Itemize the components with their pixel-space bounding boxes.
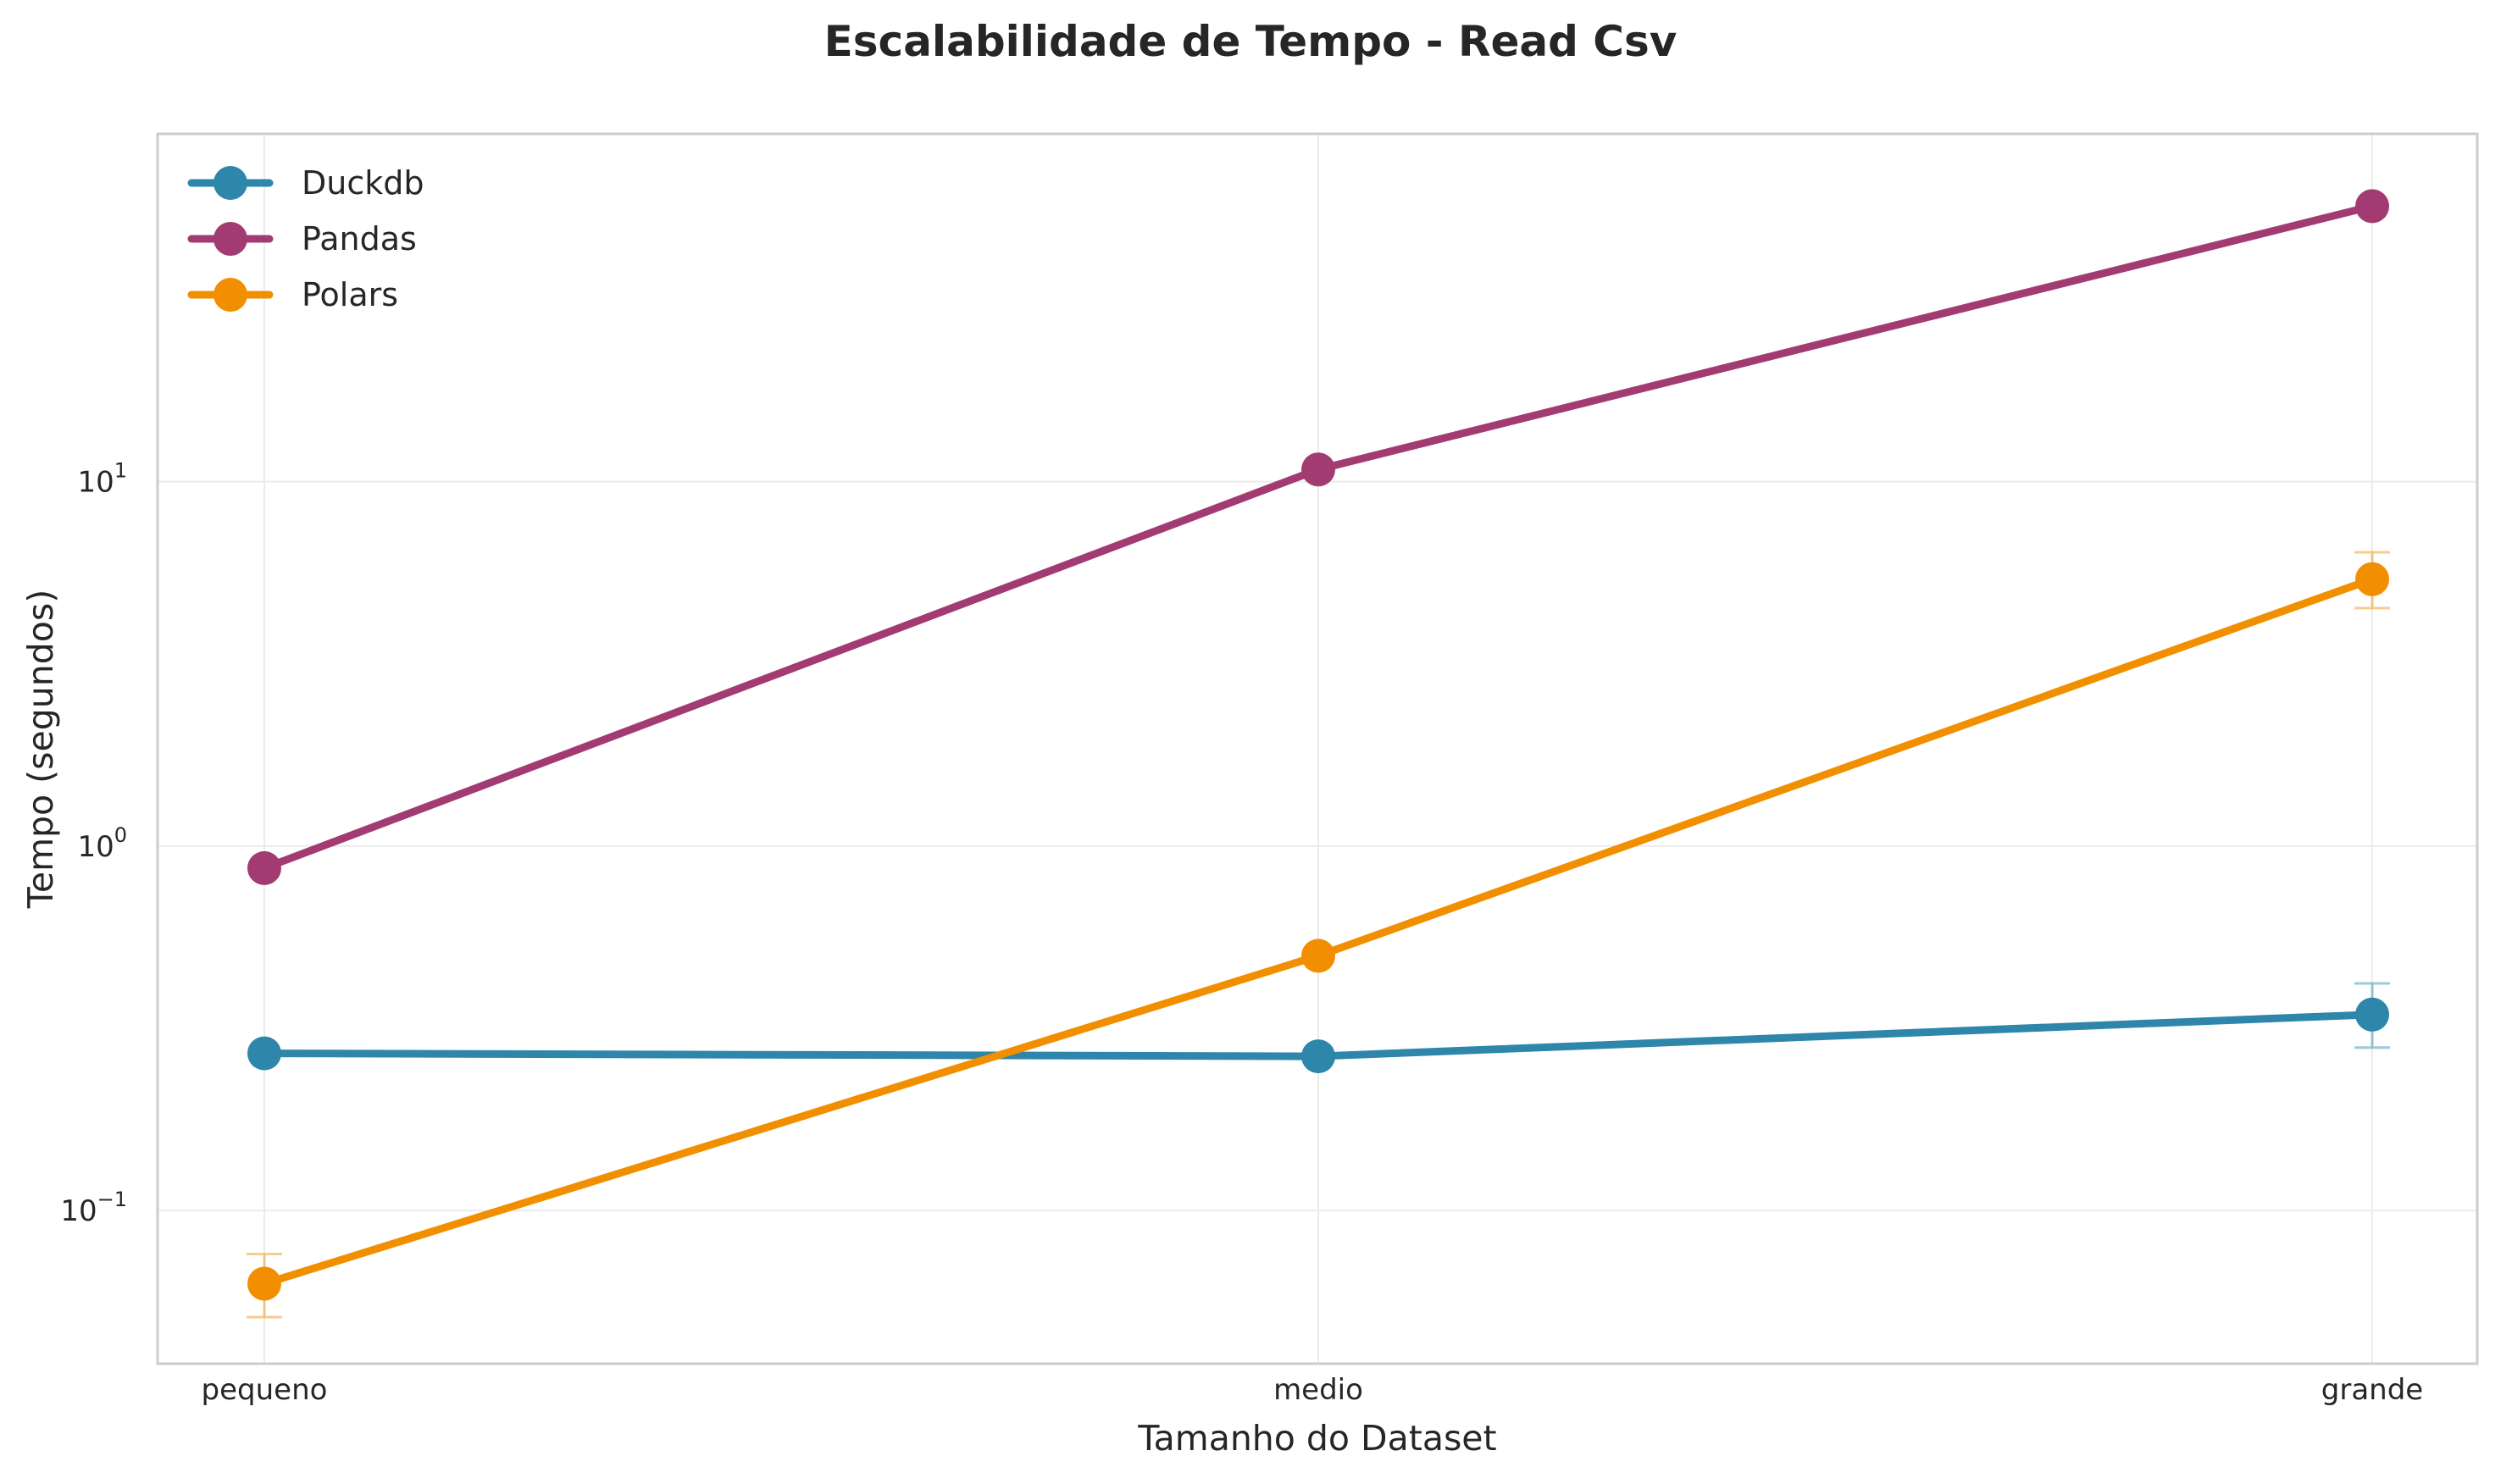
data-point-polars [2355,562,2389,596]
chart-title: Escalabilidade de Tempo - Read Csv [824,17,1678,66]
data-point-pandas [1301,452,1335,487]
legend-label-pandas: Pandas [302,220,417,257]
legend-item-polars: Polars [187,276,398,313]
series-duckdb [247,982,2390,1074]
legend-marker-pandas [214,222,247,256]
data-point-polars [1301,939,1335,973]
y-tick-label: 10−1 [60,1188,127,1228]
legend-marker-polars [214,278,247,312]
data-point-pandas [2355,189,2389,224]
legend-label-polars: Polars [302,276,398,313]
data-point-duckdb [2355,997,2389,1032]
data-point-duckdb [247,1036,281,1071]
series-polars [247,551,2390,1319]
series-layer [247,189,2390,1319]
data-point-pandas [247,850,281,885]
y-axis-ticks: 10−1 100 101 [60,459,127,1229]
data-point-duckdb [1301,1039,1335,1074]
legend-label-duckdb: Duckdb [302,164,424,202]
x-axis-label: Tamanho do Dataset [1137,1418,1496,1459]
series-pandas [247,189,2389,885]
legend-marker-duckdb [214,166,247,200]
y-axis-label: Tempo (segundos) [20,590,61,909]
grid-lines [158,134,2477,1364]
y-tick-label: 100 [77,823,127,864]
x-tick-label: grande [2321,1373,2423,1407]
x-tick-label: medio [1273,1373,1363,1407]
plot-frame [156,132,2479,1365]
x-axis-ticks: pequeno medio grande [202,1373,2424,1407]
data-point-polars [247,1266,281,1301]
legend-item-pandas: Pandas [187,220,417,257]
y-tick-label: 101 [77,459,127,500]
legend: Duckdb Pandas Polars [187,164,424,313]
legend-item-duckdb: Duckdb [187,164,424,202]
x-tick-label: pequeno [202,1373,328,1407]
